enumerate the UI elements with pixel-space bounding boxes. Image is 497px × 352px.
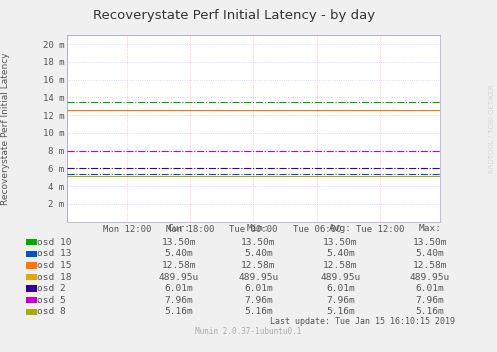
Text: 12.58m: 12.58m bbox=[323, 261, 358, 270]
Text: Avg:: Avg: bbox=[329, 224, 352, 233]
Text: Cur:: Cur: bbox=[167, 224, 190, 233]
Text: 6.01m: 6.01m bbox=[244, 284, 273, 293]
Text: 13.50m: 13.50m bbox=[162, 238, 196, 247]
Text: osd 15: osd 15 bbox=[37, 261, 72, 270]
Text: 489.95u: 489.95u bbox=[321, 272, 360, 282]
Text: 12.58m: 12.58m bbox=[162, 261, 196, 270]
Text: osd 10: osd 10 bbox=[37, 238, 72, 247]
Text: 5.16m: 5.16m bbox=[326, 307, 355, 316]
Text: 5.40m: 5.40m bbox=[165, 249, 193, 258]
Text: 7.96m: 7.96m bbox=[165, 296, 193, 305]
Text: 12.58m: 12.58m bbox=[413, 261, 447, 270]
Text: osd 2: osd 2 bbox=[37, 284, 66, 293]
Text: 13.50m: 13.50m bbox=[323, 238, 358, 247]
Text: Max:: Max: bbox=[418, 224, 441, 233]
Text: osd 8: osd 8 bbox=[37, 307, 66, 316]
Text: 5.40m: 5.40m bbox=[326, 249, 355, 258]
Text: 13.50m: 13.50m bbox=[241, 238, 276, 247]
Text: 6.01m: 6.01m bbox=[165, 284, 193, 293]
Text: 7.96m: 7.96m bbox=[326, 296, 355, 305]
Text: 6.01m: 6.01m bbox=[326, 284, 355, 293]
Text: Recoverystate Perf Initial Latency: Recoverystate Perf Initial Latency bbox=[1, 52, 10, 205]
Text: 5.40m: 5.40m bbox=[244, 249, 273, 258]
Text: 5.16m: 5.16m bbox=[415, 307, 444, 316]
Text: Min:: Min: bbox=[247, 224, 270, 233]
Text: 5.16m: 5.16m bbox=[244, 307, 273, 316]
Text: Recoverystate Perf Initial Latency - by day: Recoverystate Perf Initial Latency - by … bbox=[92, 9, 375, 22]
Text: osd 13: osd 13 bbox=[37, 249, 72, 258]
Text: 5.16m: 5.16m bbox=[165, 307, 193, 316]
Text: osd 5: osd 5 bbox=[37, 296, 66, 305]
Text: 7.96m: 7.96m bbox=[244, 296, 273, 305]
Text: osd 18: osd 18 bbox=[37, 272, 72, 282]
Text: Munin 2.0.37-1ubuntu0.1: Munin 2.0.37-1ubuntu0.1 bbox=[195, 327, 302, 336]
Text: 489.95u: 489.95u bbox=[239, 272, 278, 282]
Text: 6.01m: 6.01m bbox=[415, 284, 444, 293]
Text: 12.58m: 12.58m bbox=[241, 261, 276, 270]
Text: 489.95u: 489.95u bbox=[410, 272, 450, 282]
Text: 7.96m: 7.96m bbox=[415, 296, 444, 305]
Text: Last update: Tue Jan 15 16:10:15 2019: Last update: Tue Jan 15 16:10:15 2019 bbox=[270, 317, 455, 326]
Text: RRDTOOL / TOBI OETIKER: RRDTOOL / TOBI OETIKER bbox=[489, 84, 495, 173]
Text: 5.40m: 5.40m bbox=[415, 249, 444, 258]
Text: 13.50m: 13.50m bbox=[413, 238, 447, 247]
Text: 489.95u: 489.95u bbox=[159, 272, 199, 282]
